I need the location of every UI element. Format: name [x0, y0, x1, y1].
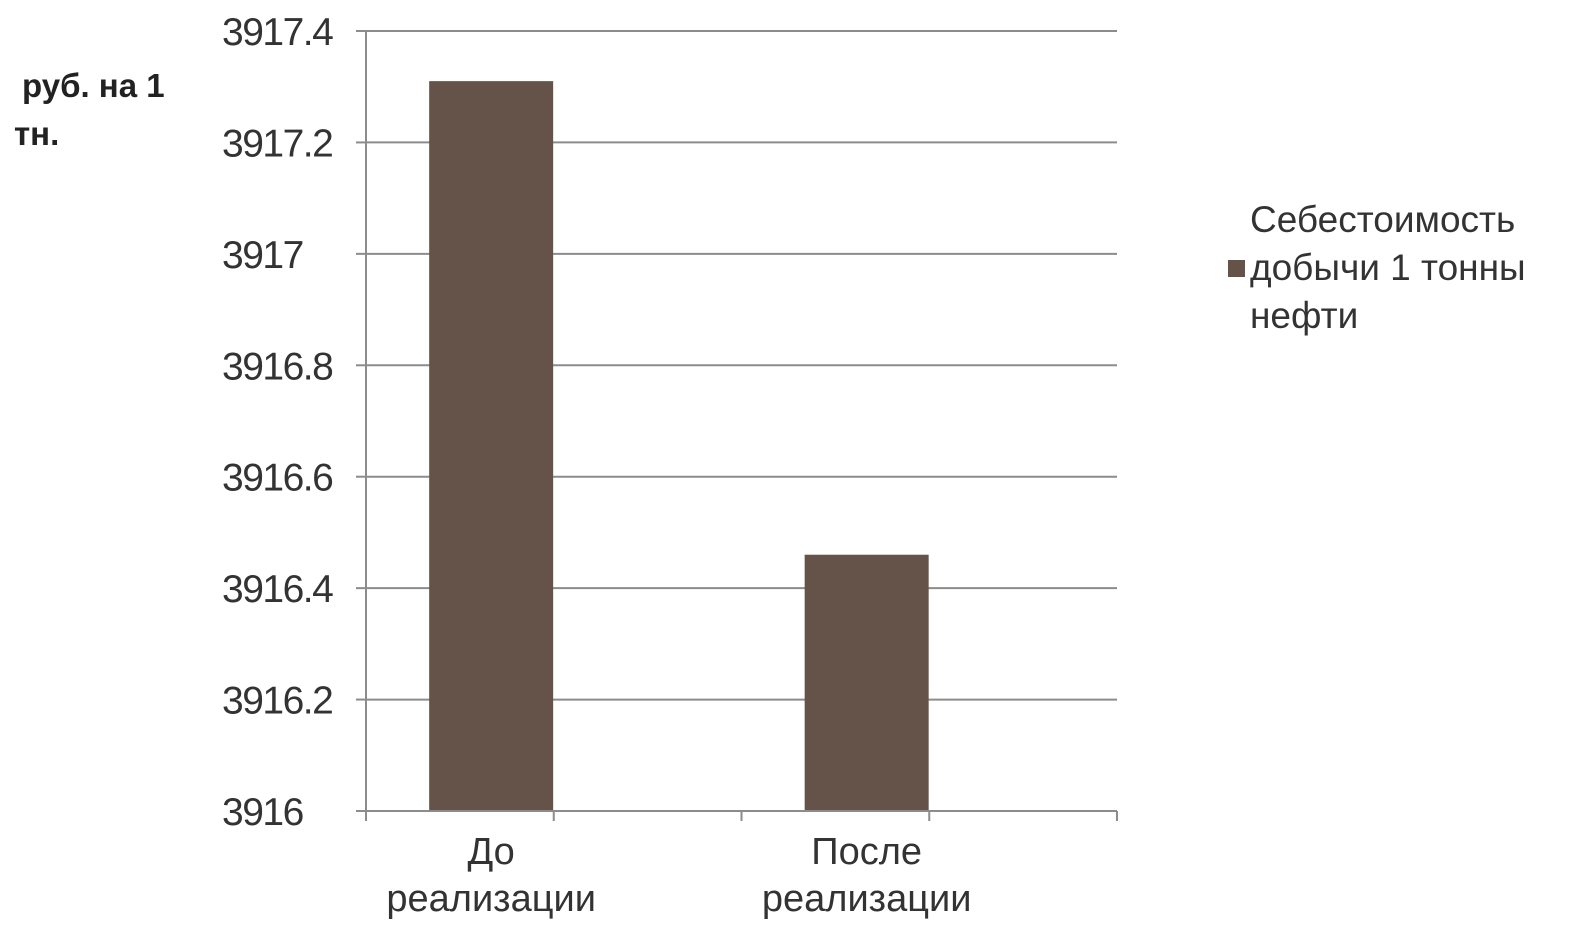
y-tick-label: 3916 — [222, 791, 303, 834]
x-category-label: После реализации — [762, 831, 972, 920]
y-tick-label: 3916.6 — [222, 457, 332, 500]
y-tick-label: 3916.8 — [222, 345, 332, 388]
y-tick-label: 3917.4 — [222, 11, 333, 54]
y-tick-label: 3917 — [222, 234, 303, 277]
y-tick-label: 3916.2 — [222, 680, 332, 723]
y-tick-label: 3917.2 — [222, 122, 332, 165]
bars — [429, 81, 929, 811]
legend: Себестоимость добычи 1 тонны нефти — [1228, 199, 1526, 336]
y-tick-label: 3916.4 — [222, 568, 333, 611]
y-axis-label: руб. на 1 тн. — [14, 67, 165, 152]
x-category-labels: До реализации После реализации — [386, 831, 971, 920]
legend-swatch — [1228, 260, 1245, 277]
x-category-label: До реализации — [386, 831, 596, 920]
y-axis-title: руб. на 1 тн. — [14, 67, 165, 152]
bar — [429, 81, 554, 811]
bar — [804, 554, 929, 811]
y-tick-labels: 3916 3916.2 3916.4 3916.6 3916.8 3917 3917.2 39… — [222, 11, 335, 834]
axes — [356, 30, 1118, 821]
legend-label: Себестоимость добычи 1 тонны нефти — [1250, 199, 1526, 336]
